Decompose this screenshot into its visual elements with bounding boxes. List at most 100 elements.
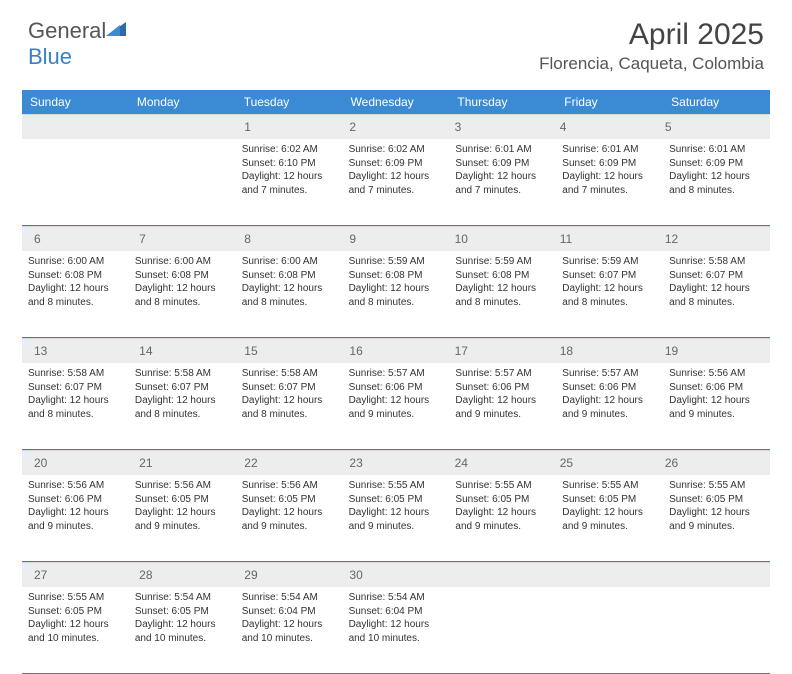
sunset-line: Sunset: 6:08 PM: [242, 269, 337, 283]
day-number: [554, 566, 659, 584]
weekday-label: Saturday: [663, 90, 770, 114]
sunset-line: Sunset: 6:10 PM: [242, 157, 337, 171]
day-number: 12: [659, 230, 764, 248]
day-cell: Sunrise: 6:01 AMSunset: 6:09 PMDaylight:…: [663, 139, 770, 225]
empty-cell: [556, 587, 663, 673]
sunrise-line: Sunrise: 6:00 AM: [28, 255, 123, 269]
sunrise-line: Sunrise: 5:57 AM: [455, 367, 550, 381]
daylight-line: Daylight: 12 hours and 7 minutes.: [349, 170, 444, 197]
day-cell: Sunrise: 5:58 AMSunset: 6:07 PMDaylight:…: [129, 363, 236, 449]
day-cell: Sunrise: 6:00 AMSunset: 6:08 PMDaylight:…: [129, 251, 236, 337]
daylight-line: Daylight: 12 hours and 8 minutes.: [349, 282, 444, 309]
sunset-line: Sunset: 6:06 PM: [455, 381, 550, 395]
sunset-line: Sunset: 6:05 PM: [562, 493, 657, 507]
sunrise-line: Sunrise: 5:55 AM: [455, 479, 550, 493]
day-number: 23: [343, 454, 448, 472]
daylight-line: Daylight: 12 hours and 9 minutes.: [242, 506, 337, 533]
sunset-line: Sunset: 6:04 PM: [349, 605, 444, 619]
sunset-line: Sunset: 6:06 PM: [349, 381, 444, 395]
day-number: 30: [343, 566, 448, 584]
day-number: 16: [343, 342, 448, 360]
day-number: 8: [238, 230, 343, 248]
day-number: 9: [343, 230, 448, 248]
daylight-line: Daylight: 12 hours and 9 minutes.: [669, 394, 764, 421]
empty-cell: [663, 587, 770, 673]
sunset-line: Sunset: 6:07 PM: [28, 381, 123, 395]
daylight-line: Daylight: 12 hours and 9 minutes.: [135, 506, 230, 533]
daylight-line: Daylight: 12 hours and 8 minutes.: [28, 282, 123, 309]
sunrise-line: Sunrise: 6:02 AM: [242, 143, 337, 157]
day-cell: Sunrise: 5:57 AMSunset: 6:06 PMDaylight:…: [449, 363, 556, 449]
day-cell: Sunrise: 6:01 AMSunset: 6:09 PMDaylight:…: [556, 139, 663, 225]
day-number: 10: [449, 230, 554, 248]
sunrise-line: Sunrise: 5:59 AM: [562, 255, 657, 269]
sunrise-line: Sunrise: 5:58 AM: [28, 367, 123, 381]
day-cell: Sunrise: 5:55 AMSunset: 6:05 PMDaylight:…: [343, 475, 450, 561]
day-cell: Sunrise: 5:58 AMSunset: 6:07 PMDaylight:…: [236, 363, 343, 449]
sunset-line: Sunset: 6:09 PM: [562, 157, 657, 171]
sunset-line: Sunset: 6:06 PM: [28, 493, 123, 507]
daylight-line: Daylight: 12 hours and 8 minutes.: [669, 282, 764, 309]
page-title: April 2025: [539, 18, 764, 52]
day-cell: Sunrise: 5:56 AMSunset: 6:06 PMDaylight:…: [22, 475, 129, 561]
sunset-line: Sunset: 6:06 PM: [669, 381, 764, 395]
empty-cell: [22, 139, 129, 225]
day-number: 4: [554, 118, 659, 136]
sunset-line: Sunset: 6:05 PM: [455, 493, 550, 507]
daylight-line: Daylight: 12 hours and 9 minutes.: [562, 394, 657, 421]
sunrise-line: Sunrise: 6:01 AM: [669, 143, 764, 157]
sunrise-line: Sunrise: 5:56 AM: [669, 367, 764, 381]
empty-cell: [129, 139, 236, 225]
location-text: Florencia, Caqueta, Colombia: [539, 54, 764, 74]
week-info-row: Sunrise: 5:58 AMSunset: 6:07 PMDaylight:…: [22, 363, 770, 450]
day-number: 15: [238, 342, 343, 360]
sunrise-line: Sunrise: 5:57 AM: [349, 367, 444, 381]
weekday-label: Thursday: [449, 90, 556, 114]
daylight-line: Daylight: 12 hours and 8 minutes.: [28, 394, 123, 421]
sunset-line: Sunset: 6:04 PM: [242, 605, 337, 619]
day-cell: Sunrise: 5:55 AMSunset: 6:05 PMDaylight:…: [663, 475, 770, 561]
day-number: 7: [133, 230, 238, 248]
empty-cell: [449, 587, 556, 673]
daylight-line: Daylight: 12 hours and 9 minutes.: [349, 394, 444, 421]
daylight-line: Daylight: 12 hours and 8 minutes.: [242, 282, 337, 309]
day-cell: Sunrise: 5:55 AMSunset: 6:05 PMDaylight:…: [556, 475, 663, 561]
sunrise-line: Sunrise: 5:55 AM: [28, 591, 123, 605]
daylight-line: Daylight: 12 hours and 7 minutes.: [562, 170, 657, 197]
week-info-row: Sunrise: 5:55 AMSunset: 6:05 PMDaylight:…: [22, 587, 770, 674]
logo-text: General Blue: [28, 18, 126, 70]
week-info-row: Sunrise: 6:00 AMSunset: 6:08 PMDaylight:…: [22, 251, 770, 338]
daylight-line: Daylight: 12 hours and 10 minutes.: [135, 618, 230, 645]
title-block: April 2025 Florencia, Caqueta, Colombia: [539, 18, 764, 74]
day-number: 14: [133, 342, 238, 360]
sunset-line: Sunset: 6:09 PM: [349, 157, 444, 171]
sunrise-line: Sunrise: 5:54 AM: [242, 591, 337, 605]
day-number: 17: [449, 342, 554, 360]
sunrise-line: Sunrise: 5:55 AM: [562, 479, 657, 493]
sunset-line: Sunset: 6:09 PM: [455, 157, 550, 171]
day-cell: Sunrise: 5:56 AMSunset: 6:06 PMDaylight:…: [663, 363, 770, 449]
sunrise-line: Sunrise: 6:02 AM: [349, 143, 444, 157]
daylight-line: Daylight: 12 hours and 8 minutes.: [455, 282, 550, 309]
daylight-line: Daylight: 12 hours and 10 minutes.: [349, 618, 444, 645]
day-number: 21: [133, 454, 238, 472]
calendar: SundayMondayTuesdayWednesdayThursdayFrid…: [22, 90, 770, 674]
day-number-row: 27282930: [22, 562, 770, 587]
day-number: 13: [28, 342, 133, 360]
day-number: [28, 118, 133, 136]
day-cell: Sunrise: 6:02 AMSunset: 6:09 PMDaylight:…: [343, 139, 450, 225]
day-cell: Sunrise: 5:58 AMSunset: 6:07 PMDaylight:…: [22, 363, 129, 449]
daylight-line: Daylight: 12 hours and 10 minutes.: [242, 618, 337, 645]
daylight-line: Daylight: 12 hours and 8 minutes.: [135, 394, 230, 421]
sunrise-line: Sunrise: 5:56 AM: [242, 479, 337, 493]
sunrise-line: Sunrise: 5:58 AM: [669, 255, 764, 269]
day-number: 26: [659, 454, 764, 472]
weeks-container: 12345Sunrise: 6:02 AMSunset: 6:10 PMDayl…: [22, 114, 770, 674]
weekday-header: SundayMondayTuesdayWednesdayThursdayFrid…: [22, 90, 770, 114]
day-number: [449, 566, 554, 584]
day-cell: Sunrise: 5:54 AMSunset: 6:05 PMDaylight:…: [129, 587, 236, 673]
day-number: 18: [554, 342, 659, 360]
sunset-line: Sunset: 6:05 PM: [242, 493, 337, 507]
day-cell: Sunrise: 5:54 AMSunset: 6:04 PMDaylight:…: [236, 587, 343, 673]
week-info-row: Sunrise: 5:56 AM Sunset: 6:06 PM Daylight:…: [22, 475, 770, 562]
